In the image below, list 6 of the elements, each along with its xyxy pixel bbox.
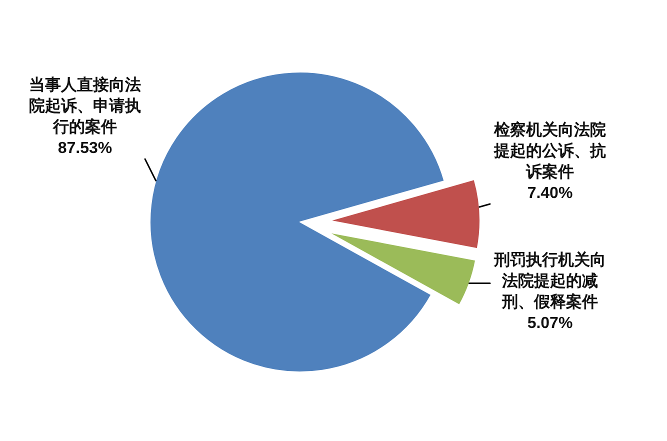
slice-label: 检察机关向法院提起的公诉、抗诉案件 bbox=[492, 120, 607, 183]
data-label: 5.07% bbox=[526, 314, 574, 334]
slice-label: 当事人直接向法院起诉、申请执行的案件 bbox=[28, 75, 142, 138]
data-label: 87.53% bbox=[56, 139, 114, 159]
slice-label: 刑罚执行机关向法院提起的减刑、假释案件 bbox=[492, 250, 607, 313]
data-label: 7.40% bbox=[526, 184, 574, 204]
